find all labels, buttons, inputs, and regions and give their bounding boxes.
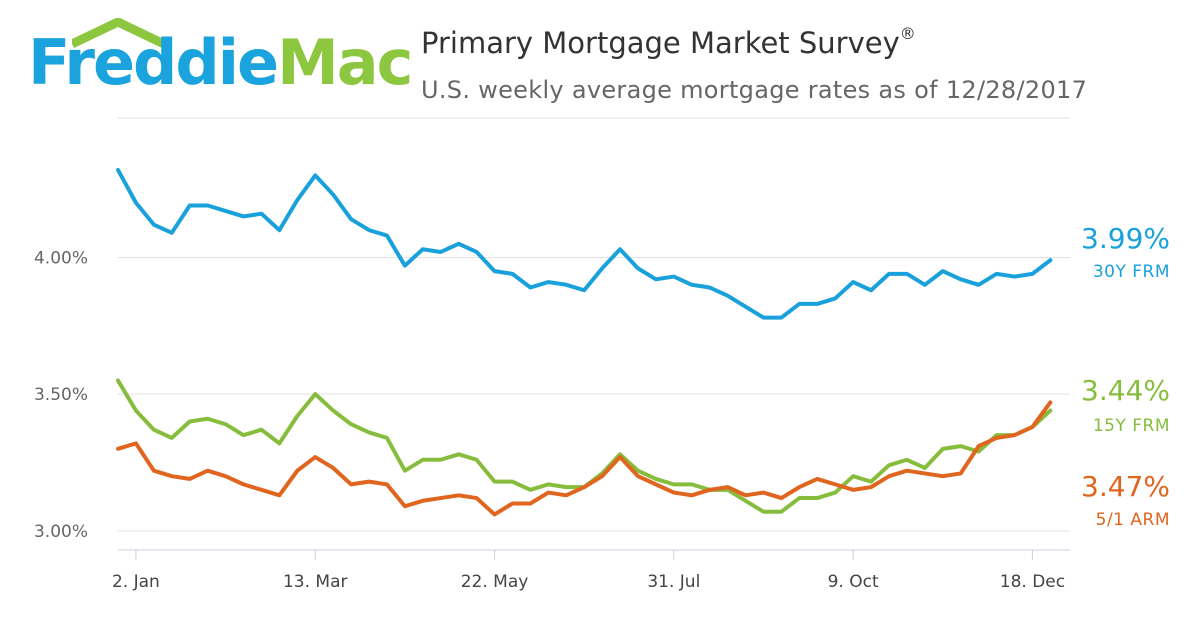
y-tick-label: 3.00% [34,522,88,542]
x-axis: 2. Jan 13. Mar 22. May 31. Jul 9. Oct 18. Dec [112,549,1070,592]
series-end-value: 3.44% [1081,374,1170,407]
x-tick-label: 18. Dec [1000,572,1065,592]
x-tick-label: 2. Jan [112,572,160,592]
x-tick-label: 9. Oct [828,572,879,592]
y-tick-label: 3.50% [34,385,88,405]
series-name-label: 30Y FRM [1093,262,1170,282]
x-tick-label: 22. May [461,572,529,592]
series-lines [116,167,1053,517]
series-line-2 [116,400,1053,517]
series-line-1 [116,378,1053,514]
series-end-labels: 3.99% 30Y FRM 3.44% 15Y FRM 3.47% 5/1 ARM [1081,222,1170,530]
house-roof-icon [72,18,166,48]
series-end-value: 3.47% [1081,470,1170,503]
chart-title-text: Primary Mortgage Market Survey [421,26,900,60]
series-end-value: 3.99% [1081,222,1170,255]
y-axis: 3.00% 3.50% 4.00% [34,248,88,541]
logo-word-mac: Mac [277,26,413,99]
series-line-0 [116,167,1053,320]
x-tick-label: 13. Mar [283,572,348,592]
series-name-label: 15Y FRM [1093,416,1170,436]
grid-lines [118,117,1070,532]
series-name-label: 5/1 ARM [1096,510,1170,530]
logo-wordmark: FreddieMac [28,32,413,94]
chart-subtitle: U.S. weekly average mortgage rates as of… [421,76,1088,104]
registered-mark: ® [899,24,916,43]
y-tick-label: 4.00% [34,248,88,268]
chart-title: Primary Mortgage Market Survey® [421,24,916,60]
x-tick-label: 31. Jul [647,572,700,592]
logo-word-freddie: Freddie [28,26,279,99]
freddie-mac-logo: FreddieMac [28,18,413,108]
